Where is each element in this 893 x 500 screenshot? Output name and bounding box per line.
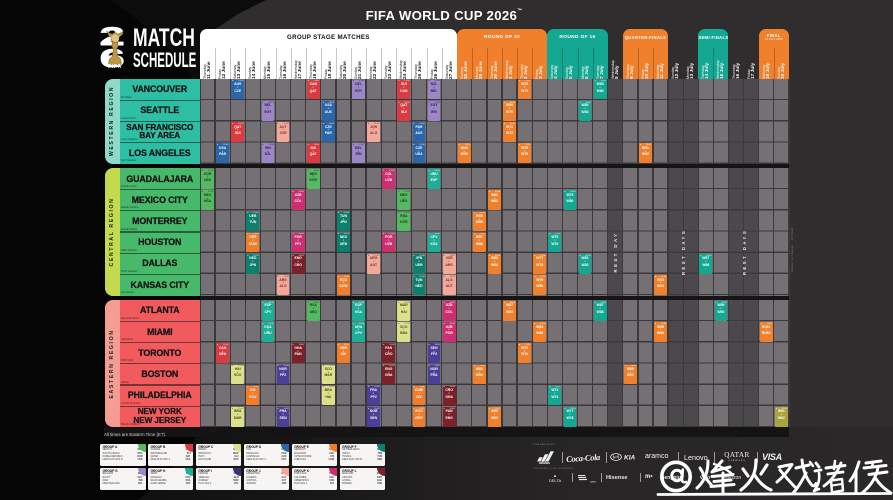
svg-text:adidas: adidas	[539, 461, 550, 464]
svg-text:KIA: KIA	[624, 455, 636, 462]
svg-text:BANK: BANK	[590, 481, 596, 483]
